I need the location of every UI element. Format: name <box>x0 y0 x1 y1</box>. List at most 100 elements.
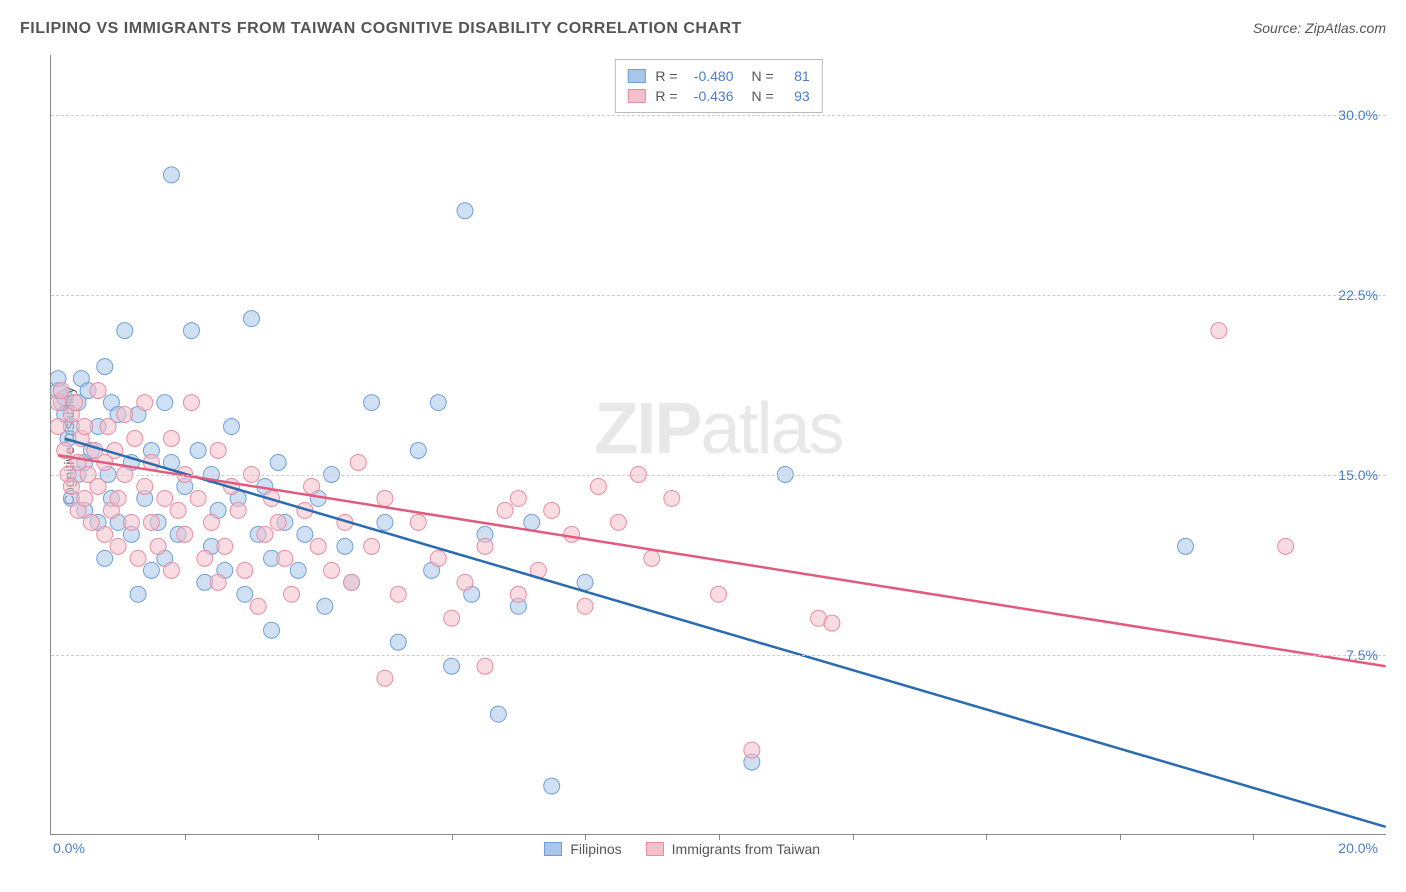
data-point <box>163 562 179 578</box>
series-legend-label: Immigrants from Taiwan <box>672 841 820 857</box>
correlation-legend-row: R =-0.480N =81 <box>627 66 809 86</box>
data-point <box>183 395 199 411</box>
correlation-legend-row: R =-0.436N =93 <box>627 86 809 106</box>
data-point <box>257 526 273 542</box>
x-tick-mark <box>318 834 319 840</box>
data-point <box>143 562 159 578</box>
data-point <box>824 615 840 631</box>
x-tick-mark <box>185 834 186 840</box>
data-point <box>297 526 313 542</box>
data-point <box>203 514 219 530</box>
data-point <box>444 658 460 674</box>
plot-area: ZIPatlas R =-0.480N =81R =-0.436N =93 0.… <box>50 55 1386 835</box>
correlation-legend: R =-0.480N =81R =-0.436N =93 <box>614 59 822 113</box>
data-point <box>117 323 133 339</box>
data-point <box>90 478 106 494</box>
data-point <box>284 586 300 602</box>
data-point <box>377 490 393 506</box>
data-point <box>130 550 146 566</box>
data-point <box>324 562 340 578</box>
x-tick-mark <box>986 834 987 840</box>
data-point <box>83 514 99 530</box>
data-point <box>67 395 83 411</box>
data-point <box>390 634 406 650</box>
data-point <box>223 419 239 435</box>
data-point <box>377 514 393 530</box>
data-point <box>197 550 213 566</box>
data-point <box>430 550 446 566</box>
data-point <box>77 490 93 506</box>
x-tick-mark <box>1253 834 1254 840</box>
data-point <box>210 443 226 459</box>
data-point <box>210 574 226 590</box>
data-point <box>177 526 193 542</box>
data-point <box>290 562 306 578</box>
data-point <box>230 502 246 518</box>
data-point <box>264 622 280 638</box>
data-point <box>510 490 526 506</box>
data-point <box>163 431 179 447</box>
data-point <box>444 610 460 626</box>
data-point <box>170 502 186 518</box>
legend-r-value: -0.436 <box>684 88 734 104</box>
data-point <box>457 574 473 590</box>
data-point <box>237 586 253 602</box>
data-point <box>270 514 286 530</box>
data-point <box>364 395 380 411</box>
data-point <box>377 670 393 686</box>
data-point <box>123 514 139 530</box>
data-point <box>244 311 260 327</box>
data-point <box>524 514 540 530</box>
data-point <box>744 742 760 758</box>
legend-swatch <box>544 842 562 856</box>
data-point <box>510 586 526 602</box>
y-tick-label: 22.5% <box>1338 287 1378 303</box>
data-point <box>457 203 473 219</box>
data-point <box>237 562 253 578</box>
data-point <box>490 706 506 722</box>
trend-line <box>65 439 1386 827</box>
data-point <box>143 514 159 530</box>
legend-swatch <box>627 69 645 83</box>
data-point <box>183 323 199 339</box>
data-point <box>1278 538 1294 554</box>
data-point <box>110 538 126 554</box>
chart-header: FILIPINO VS IMMIGRANTS FROM TAIWAN COGNI… <box>20 20 1386 38</box>
source-attribution: Source: ZipAtlas.com <box>1253 20 1386 36</box>
series-legend: FilipinosImmigrants from Taiwan <box>544 841 820 857</box>
data-point <box>544 502 560 518</box>
legend-n-value: 93 <box>780 88 810 104</box>
data-point <box>390 586 406 602</box>
data-point <box>217 538 233 554</box>
data-point <box>90 383 106 399</box>
data-point <box>117 407 133 423</box>
data-point <box>190 443 206 459</box>
data-point <box>337 538 353 554</box>
data-point <box>590 478 606 494</box>
x-tick-mark <box>585 834 586 840</box>
data-point <box>711 586 727 602</box>
data-point <box>270 454 286 470</box>
gridline <box>51 475 1386 476</box>
series-legend-item: Immigrants from Taiwan <box>646 841 820 857</box>
data-point <box>344 574 360 590</box>
data-point <box>410 443 426 459</box>
gridline <box>51 655 1386 656</box>
legend-n-value: 81 <box>780 68 810 84</box>
data-point <box>364 538 380 554</box>
y-tick-label: 15.0% <box>1338 467 1378 483</box>
data-point <box>610 514 626 530</box>
data-point <box>130 586 146 602</box>
data-point <box>53 383 69 399</box>
data-point <box>97 550 113 566</box>
data-point <box>350 454 366 470</box>
data-point <box>497 502 513 518</box>
legend-n-label: N = <box>752 88 774 104</box>
data-point <box>137 478 153 494</box>
legend-n-label: N = <box>752 68 774 84</box>
data-point <box>317 598 333 614</box>
data-point <box>250 598 266 614</box>
data-point <box>63 478 79 494</box>
legend-r-label: R = <box>655 68 677 84</box>
data-point <box>304 478 320 494</box>
